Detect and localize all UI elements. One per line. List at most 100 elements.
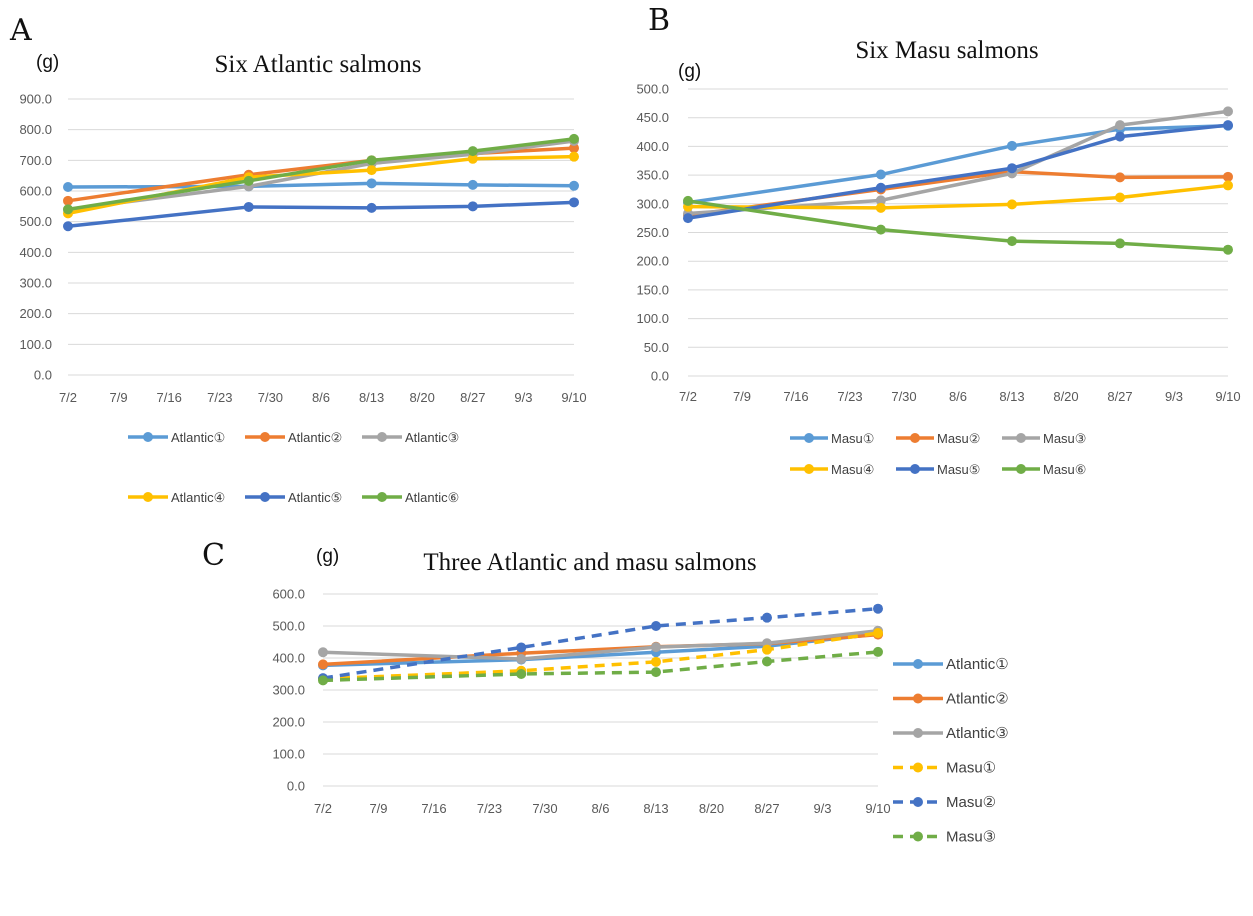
legend-item: Atlantic③ [893, 725, 1009, 742]
x-tick-label: 7/30 [258, 390, 283, 405]
data-point [875, 202, 886, 213]
legend-item: Masu① [790, 431, 874, 446]
y-axis-unit: (g) [316, 546, 339, 567]
x-tick-label: 9/10 [865, 801, 890, 816]
legend-marker [913, 659, 923, 669]
data-point [243, 201, 254, 212]
y-tick-label: 600.0 [19, 184, 52, 199]
x-tick-label: 9/3 [514, 390, 532, 405]
legend-marker [910, 433, 920, 443]
y-tick-label: 0.0 [651, 369, 669, 384]
legend-label: Atlantic⑤ [288, 490, 342, 505]
data-point [318, 675, 328, 686]
legend-marker [913, 831, 923, 842]
legend-item: Masu⑥ [1002, 462, 1086, 477]
data-point [516, 669, 527, 679]
legend-label: Atlantic③ [946, 725, 1009, 742]
legend-marker [913, 762, 923, 773]
x-tick-label: 9/3 [1165, 389, 1183, 404]
series-line [322, 606, 879, 680]
data-point [875, 195, 886, 206]
x-tick-label: 7/30 [891, 389, 916, 404]
y-tick-label: 500.0 [636, 82, 669, 97]
y-tick-label: 200.0 [19, 306, 52, 321]
data-point [366, 202, 377, 213]
legend-marker [260, 432, 270, 442]
legend: Atlantic① Atlantic② Atlantic③ Atlantic④ Atla… [128, 430, 459, 505]
y-tick-label: 350.0 [636, 168, 669, 183]
x-tick-label: 8/27 [754, 801, 779, 816]
legend-item: Atlantic① [893, 656, 1009, 673]
panel-letter: A [9, 13, 32, 48]
legend-label: Atlantic② [288, 430, 342, 445]
x-tick-label: 7/9 [110, 390, 128, 405]
legend-item: Atlantic② [893, 691, 1009, 708]
data-point [651, 656, 661, 667]
data-point [683, 195, 693, 206]
data-point [651, 667, 661, 678]
legend-label: Atlantic① [171, 430, 225, 445]
series-b-4 [683, 180, 1233, 213]
series-line [322, 650, 879, 683]
data-point [1007, 199, 1017, 210]
data-point [1115, 172, 1125, 183]
y-tick-label: 200.0 [636, 254, 669, 269]
legend: Masu① Masu② Masu③ Masu④ Masu⑤ Masu⑥ [790, 431, 1086, 477]
y-tick-label: 0.0 [287, 779, 305, 794]
x-tick-label: 8/27 [460, 390, 485, 405]
legend-marker [377, 492, 387, 502]
y-tick-label: 100.0 [272, 747, 305, 762]
data-point [1007, 140, 1017, 151]
y-tick-label: 450.0 [636, 110, 669, 125]
y-tick-label: 100.0 [19, 337, 52, 352]
series-line [66, 200, 576, 229]
legend-marker [910, 464, 920, 474]
legend-label: Masu⑤ [937, 462, 980, 477]
x-tick-label: 7/2 [679, 389, 697, 404]
data-point [1115, 120, 1125, 131]
legend-item: Masu③ [893, 829, 996, 846]
x-tick-label: 7/23 [837, 389, 862, 404]
data-point [1223, 120, 1233, 131]
x-tick-label: 9/10 [561, 390, 586, 405]
legend-label: Masu① [946, 760, 996, 777]
data-point [516, 653, 527, 664]
legend-item: Masu① [893, 760, 996, 777]
x-tick-label: 7/23 [477, 801, 502, 816]
y-tick-label: 100.0 [636, 311, 669, 326]
y-tick-label: 250.0 [636, 225, 669, 240]
data-point [875, 224, 886, 235]
x-tick-label: 7/16 [783, 389, 808, 404]
x-tick-label: 8/13 [359, 390, 384, 405]
legend-item: Atlantic④ [128, 490, 225, 505]
data-point [1007, 163, 1017, 174]
y-tick-label: 300.0 [636, 196, 669, 211]
x-tick-label: 7/2 [59, 390, 77, 405]
data-point [1115, 131, 1125, 142]
legend-marker [804, 433, 814, 443]
data-point [318, 659, 328, 670]
panel-letter: B [648, 3, 670, 38]
data-point [569, 151, 579, 162]
data-point [467, 146, 478, 157]
data-point [569, 197, 579, 208]
panel-c: C Three Atlantic and masu salmons (g) 0.0 10… [202, 538, 1009, 846]
data-point [873, 628, 883, 639]
y-tick-label: 400.0 [19, 245, 52, 260]
legend-label: Masu③ [1043, 431, 1086, 446]
series-line [686, 123, 1230, 205]
x-tick-label: 7/16 [421, 801, 446, 816]
x-tick-label: 7/30 [532, 801, 557, 816]
legend-label: Masu① [831, 431, 874, 446]
x-tick-label: 8/6 [949, 389, 967, 404]
panel-a: A Six Atlantic salmons (g) 0.0 100.0 200.0 300… [9, 13, 587, 505]
y-tick-label: 50.0 [644, 340, 669, 355]
legend-marker [1016, 464, 1026, 474]
series-c-6 [318, 646, 883, 686]
y-tick-label: 400.0 [636, 139, 669, 154]
series-line [322, 631, 879, 681]
legend-label: Masu③ [946, 829, 996, 846]
chart-title: Three Atlantic and masu salmons [423, 549, 756, 576]
y-axis-unit: (g) [36, 52, 59, 73]
